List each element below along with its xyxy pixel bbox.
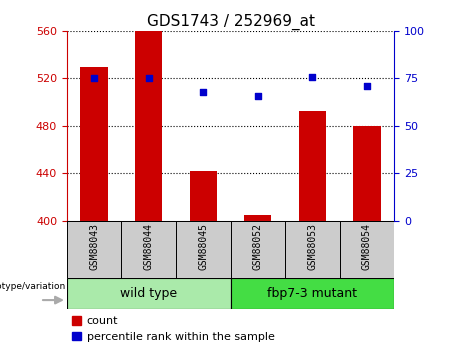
Point — [363, 83, 371, 89]
Bar — [340, 221, 394, 278]
Text: GSM88053: GSM88053 — [307, 223, 317, 270]
Legend: count, percentile rank within the sample: count, percentile rank within the sample — [72, 316, 275, 342]
Bar — [176, 221, 230, 278]
Text: wild type: wild type — [120, 287, 177, 300]
Bar — [135, 31, 162, 221]
Bar — [67, 221, 121, 278]
Bar — [230, 278, 394, 309]
Bar — [121, 221, 176, 278]
Text: genotype/variation: genotype/variation — [0, 282, 65, 291]
Bar — [285, 221, 340, 278]
Bar — [67, 278, 230, 309]
Bar — [81, 67, 108, 221]
Point — [145, 76, 152, 81]
Bar — [353, 126, 380, 221]
Bar — [244, 215, 272, 221]
Bar — [299, 110, 326, 221]
Title: GDS1743 / 252969_at: GDS1743 / 252969_at — [147, 13, 314, 30]
Text: GSM88052: GSM88052 — [253, 223, 263, 270]
Point — [308, 74, 316, 79]
Text: GSM88054: GSM88054 — [362, 223, 372, 270]
Bar — [230, 221, 285, 278]
Text: GSM88043: GSM88043 — [89, 223, 99, 270]
Point — [90, 76, 98, 81]
Text: GSM88045: GSM88045 — [198, 223, 208, 270]
Text: fbp7-3 mutant: fbp7-3 mutant — [267, 287, 357, 300]
Point — [200, 89, 207, 95]
Text: GSM88044: GSM88044 — [144, 223, 154, 270]
Point — [254, 93, 261, 98]
Bar — [189, 171, 217, 221]
